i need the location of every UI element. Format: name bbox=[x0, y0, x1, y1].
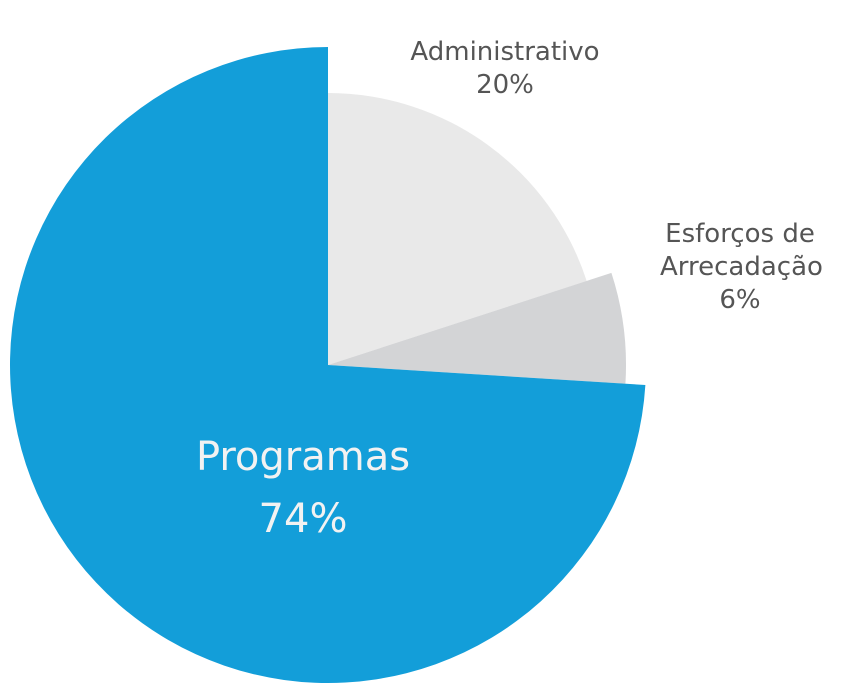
category-label: Administrativo bbox=[410, 37, 600, 67]
value-label: 20% bbox=[476, 70, 534, 100]
pie-slice bbox=[328, 272, 627, 384]
pie-slice bbox=[328, 93, 587, 365]
category-label: Esforços de Arrecadação bbox=[660, 219, 823, 282]
pie-slice bbox=[10, 47, 646, 683]
slice-label: Programas 74% bbox=[153, 426, 453, 550]
category-label: Programas bbox=[195, 434, 411, 480]
slice-label: Esforços de Arrecadação 6% bbox=[640, 218, 840, 317]
value-label: 74% bbox=[258, 496, 348, 542]
value-label: 6% bbox=[719, 285, 761, 315]
slice-label: Administrativo 20% bbox=[375, 36, 635, 102]
